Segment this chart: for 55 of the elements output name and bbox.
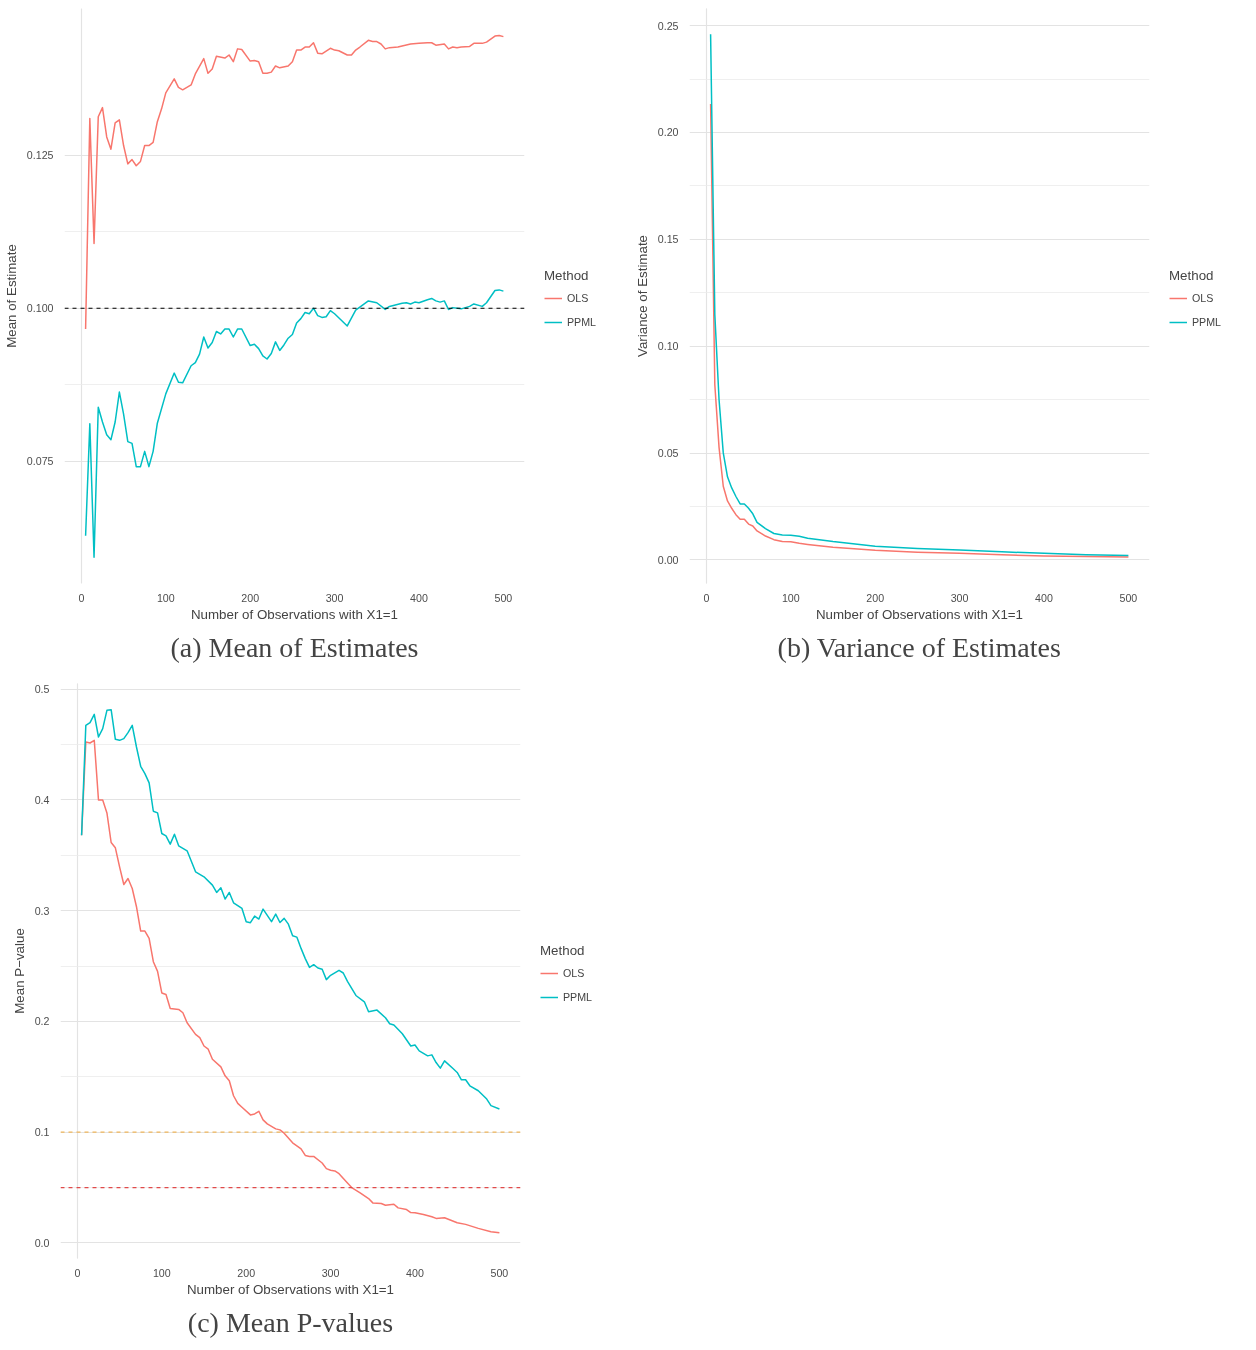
legend-label: PPML (567, 315, 597, 328)
x-tick-label: 300 (325, 591, 344, 604)
x-tick-label: 200 (866, 591, 885, 604)
line-series (84, 34, 505, 330)
x-axis-title: Number of Observations with X1=1 (186, 1281, 395, 1297)
x-tick-label: 100 (156, 591, 175, 604)
y-tick-label: 0.05 (657, 447, 679, 460)
y-tick-label: 0.15 (657, 233, 679, 246)
x-tick-label: 400 (410, 591, 428, 604)
x-tick-label: 300 (950, 591, 969, 604)
x-tick-label: 200 (237, 1266, 256, 1279)
y-tick-label: 0.2 (34, 1015, 50, 1028)
x-axis-title: Number of Observations with X1=1 (815, 606, 1024, 622)
y-tick-label: 0.0 (34, 1236, 50, 1249)
text: (a) Mean of Estimates (170, 631, 419, 663)
y-tick-label: 0.100 (26, 302, 54, 315)
legend-label: OLS (1192, 291, 1214, 304)
legend-label: PPML (563, 990, 593, 1003)
y-tick-label: 0.4 (34, 793, 50, 806)
y-tick-label: 0.5 (34, 683, 50, 696)
x-tick-label: 500 (494, 591, 513, 604)
y-tick-label: 0.25 (657, 19, 679, 32)
legend-title: Method (540, 942, 586, 958)
legend-title: Method (1169, 267, 1215, 283)
x-tick-label: 500 (490, 1266, 509, 1279)
y-tick-label: 0.20 (657, 126, 679, 139)
text: (c) Mean P-values (187, 1306, 394, 1338)
legend-label: OLS (563, 966, 585, 979)
x-tick-label: 400 (1035, 591, 1053, 604)
x-tick-label: 0 (703, 591, 710, 604)
x-tick-label: 200 (241, 591, 260, 604)
y-axis-title: Mean of Estimate (3, 244, 19, 348)
text: (b) Variance of Estimates (777, 631, 1061, 663)
y-tick-label: 0.00 (657, 553, 679, 566)
legend-label: OLS (567, 291, 589, 304)
legend-label: PPML (1192, 315, 1222, 328)
line-series (80, 708, 501, 1110)
y-tick-label: 0.10 (657, 340, 679, 353)
x-tick-label: 400 (406, 1266, 424, 1279)
y-tick-label: 0.075 (26, 455, 54, 468)
x-axis-title: Number of Observations with X1=1 (190, 606, 399, 622)
line-series (80, 739, 501, 1234)
y-tick-label: 0.3 (34, 904, 50, 917)
x-tick-label: 0 (78, 591, 85, 604)
x-tick-label: 100 (152, 1266, 171, 1279)
line-series (84, 289, 505, 558)
legend-title: Method (544, 267, 590, 283)
x-tick-label: 0 (74, 1266, 81, 1279)
y-tick-label: 0.125 (26, 149, 54, 162)
y-axis-title: Mean P−value (11, 928, 27, 1014)
y-tick-label: 0.1 (34, 1126, 50, 1139)
x-tick-label: 500 (1119, 591, 1138, 604)
x-tick-label: 100 (781, 591, 800, 604)
x-tick-label: 300 (321, 1266, 340, 1279)
y-axis-title: Variance of Estimate (634, 235, 650, 357)
